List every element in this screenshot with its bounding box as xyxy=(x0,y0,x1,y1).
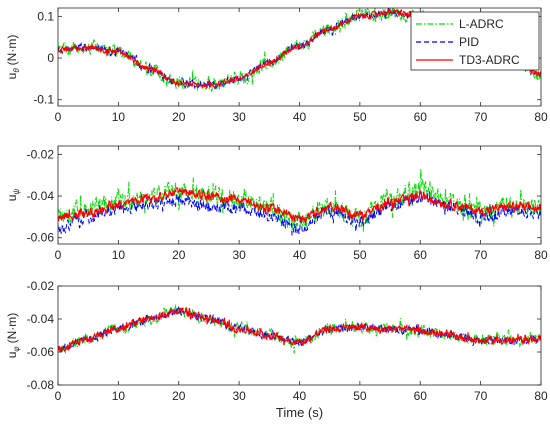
y-tick-label: -0.06 xyxy=(27,231,55,245)
y-tick-label: -0.02 xyxy=(27,147,55,161)
series-group xyxy=(58,303,541,355)
x-tick-label: 0 xyxy=(55,389,62,403)
x-tick-label: 50 xyxy=(353,110,367,124)
series-line-l-adrc xyxy=(58,8,541,93)
legend-entry: TD3-ADRC xyxy=(459,53,520,67)
x-tick-label: 10 xyxy=(112,110,126,124)
y-axis-label-main: u xyxy=(5,195,19,202)
series-line-pid xyxy=(58,305,541,353)
y-tick-label: -0.1 xyxy=(33,93,54,107)
y-axis-label-sub: ψ xyxy=(12,189,21,195)
y-tick-label: 0.1 xyxy=(37,9,54,23)
x-tick-label: 60 xyxy=(414,389,428,403)
x-tick-label: 70 xyxy=(474,248,488,262)
x-tick-label: 40 xyxy=(293,389,307,403)
panel-2: 0 10 20 30 40 50 60 70 80 -0.02 -0.04 -0.06 uψ xyxy=(5,145,548,262)
y-tick-label: -0.06 xyxy=(27,345,55,359)
x-tick-label: 20 xyxy=(172,110,186,124)
y-tick-label: -0.04 xyxy=(27,189,55,203)
y-axis-label: uψ xyxy=(5,189,21,202)
x-tick-label: 30 xyxy=(232,248,246,262)
legend: L-ADRC PID TD3-ADRC xyxy=(410,11,540,71)
x-axis-label: Time (s) xyxy=(276,405,323,420)
x-tick-label: 40 xyxy=(293,110,307,124)
x-tick-label: 70 xyxy=(474,110,488,124)
x-tick-label: 70 xyxy=(474,389,488,403)
panel-3: 0 10 20 30 40 50 60 70 80 -0.02 -0.04 -0.06 -0.08 uφ (… xyxy=(5,279,548,420)
x-tick-label: 20 xyxy=(172,248,186,262)
series-line-l-adrc xyxy=(58,303,541,355)
x-tick-label: 60 xyxy=(414,248,428,262)
x-tick-label: 10 xyxy=(112,248,126,262)
x-tick-label: 30 xyxy=(232,110,246,124)
series-line-td3-adrc xyxy=(58,186,541,225)
x-tick-label: 50 xyxy=(353,248,367,262)
y-axis-label-main: u xyxy=(5,73,19,80)
y-axis-label-sub: φ xyxy=(12,346,21,351)
x-tick-label: 0 xyxy=(55,248,62,262)
y-axis-label: uφ (N·m) xyxy=(5,313,21,359)
x-tick-label: 60 xyxy=(414,110,428,124)
y-tick-label: 0 xyxy=(47,51,54,65)
y-axis-label-unit: (N·m) xyxy=(5,313,19,344)
series-group xyxy=(58,168,541,236)
x-tick-label: 80 xyxy=(534,248,548,262)
legend-entry: PID xyxy=(459,35,479,49)
y-axis-label-sub: θ xyxy=(12,68,21,73)
x-tick-label: 0 xyxy=(55,110,62,124)
x-tick-label: 80 xyxy=(534,389,548,403)
y-axis-label-unit: (N·m) xyxy=(5,35,19,66)
y-tick-label: -0.08 xyxy=(27,378,55,392)
y-axis-label-main: u xyxy=(5,352,19,359)
x-tick-label: 80 xyxy=(534,110,548,124)
panel-1: 0 10 20 30 40 50 60 70 800.10-0.1uθ(N·m)L-ADRCPI… xyxy=(5,7,548,124)
x-tick-label: 30 xyxy=(232,389,246,403)
x-tick-label: 50 xyxy=(353,389,367,403)
x-tick-label: 10 xyxy=(112,389,126,403)
x-tick-label: 20 xyxy=(172,389,186,403)
y-tick-label: -0.04 xyxy=(27,312,55,326)
legend-entry: L-ADRC xyxy=(459,17,504,31)
y-tick-label: -0.02 xyxy=(27,279,55,293)
y-axis-label: uθ (N·m) xyxy=(5,35,21,80)
series-line-td3-adrc xyxy=(58,307,541,353)
x-tick-label: 40 xyxy=(293,248,307,262)
